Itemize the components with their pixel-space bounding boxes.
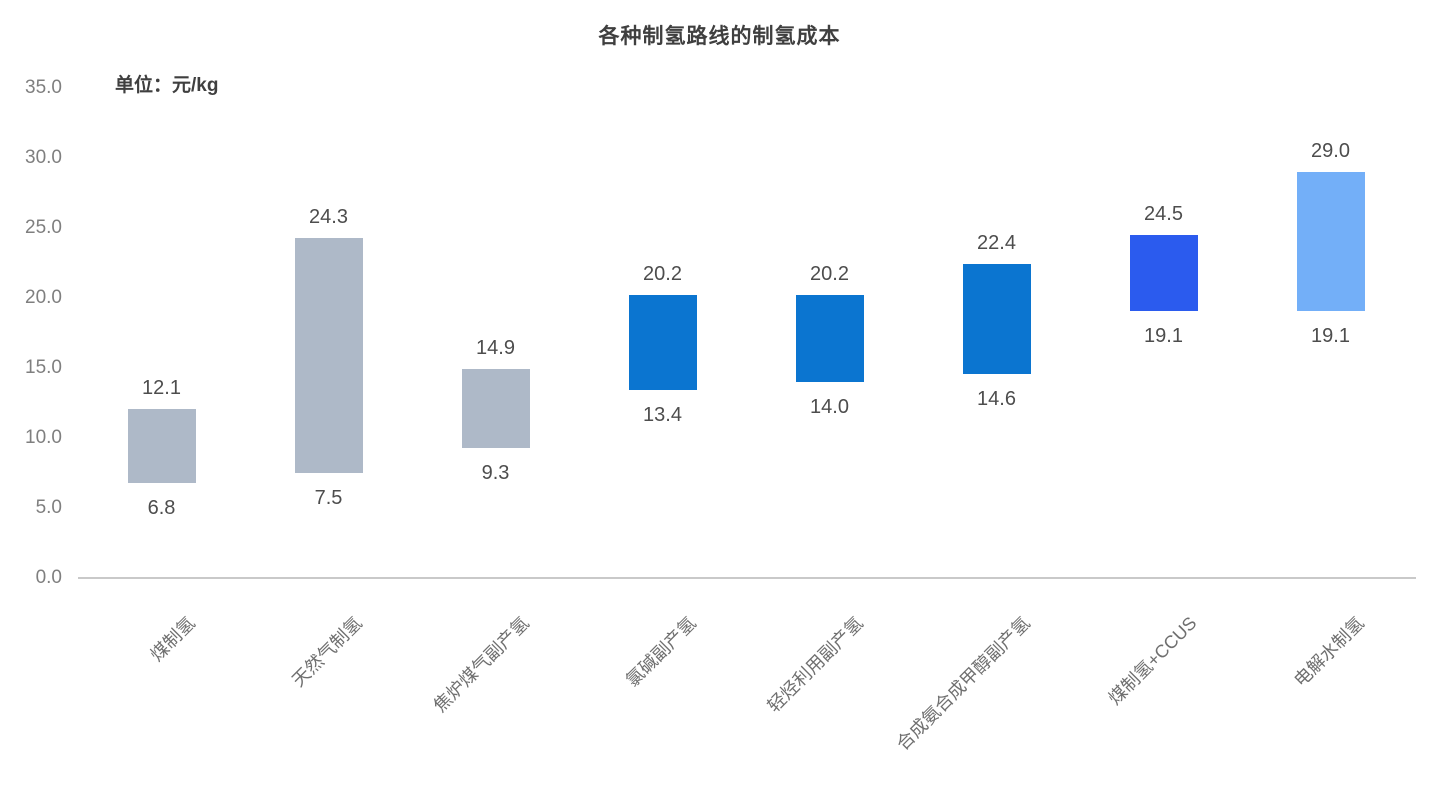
- bar-max-value-label: 24.5: [1144, 203, 1183, 225]
- x-axis-category-label: 煤制氢+CCUS: [1104, 612, 1201, 709]
- range-bar: [962, 264, 1031, 374]
- bar-min-value-label: 9.3: [481, 461, 510, 484]
- range-bar: [127, 408, 196, 483]
- bar-min-value-label: 14.6: [977, 387, 1016, 410]
- bar-max-value-label: 12.1: [142, 376, 181, 399]
- bar-max-value-label: 24.3: [309, 205, 348, 228]
- x-axis-category-label: 轻烃利用副产氢: [763, 612, 867, 717]
- y-axis-tick-label: 15.0: [25, 357, 62, 378]
- unit-label: 单位：元/kg: [115, 75, 219, 96]
- bar-min-value-label: 6.8: [147, 496, 176, 519]
- range-bar: [461, 369, 530, 448]
- bar-min-value-label: 14.0: [810, 396, 849, 418]
- chart-title: 各种制氢路线的制氢成本: [598, 25, 841, 48]
- bar-max-value-label: 22.4: [977, 232, 1016, 255]
- bar-max-value-label: 14.9: [476, 337, 515, 360]
- bar-min-value-label: 7.5: [314, 487, 343, 509]
- y-axis-tick-label: 25.0: [25, 217, 62, 238]
- y-axis-tick-label: 10.0: [25, 427, 62, 448]
- range-bar: [628, 295, 697, 391]
- y-axis-tick-label: 5.0: [35, 497, 62, 518]
- bar-max-value-label: 20.2: [643, 263, 682, 286]
- range-bar: [795, 295, 864, 382]
- x-axis-category-label: 焦炉煤气副产氢: [429, 612, 533, 717]
- y-axis-tick-label: 0.0: [35, 567, 62, 588]
- bar-max-value-label: 29.0: [1311, 140, 1350, 162]
- x-axis-category-label: 电解水制氢: [1289, 612, 1368, 691]
- bar-min-value-label: 13.4: [643, 404, 682, 427]
- y-axis-tick-label: 30.0: [25, 147, 62, 168]
- x-axis-category-label: 煤制氢: [146, 612, 199, 666]
- x-axis-category-label: 氯碱副产氢: [621, 612, 700, 691]
- range-bar: [1129, 235, 1198, 311]
- y-axis-tick-label: 35.0: [25, 77, 62, 98]
- range-bar: [294, 237, 363, 473]
- x-axis-category-label: 合成氨合成甲醇副产氢: [892, 612, 1034, 755]
- x-axis-category-label: 天然气制氢: [287, 612, 366, 691]
- bar-min-value-label: 19.1: [1311, 324, 1350, 347]
- x-axis-line: [78, 577, 1416, 579]
- bar-min-value-label: 19.1: [1144, 324, 1183, 347]
- bar-max-value-label: 20.2: [810, 263, 849, 286]
- range-bar: [1296, 172, 1365, 311]
- y-axis-tick-label: 20.0: [25, 287, 62, 308]
